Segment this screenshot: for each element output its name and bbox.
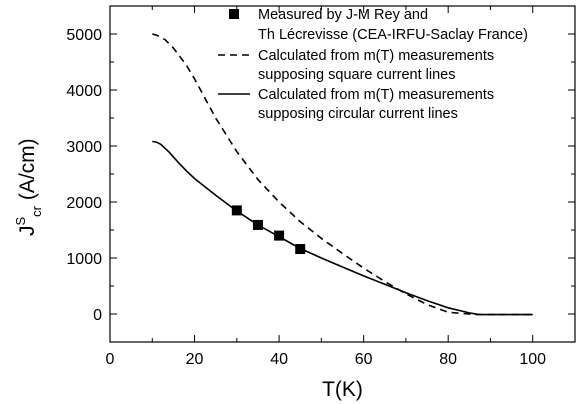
legend-label: Calculated from m(T) measurements: [258, 87, 494, 103]
series-line-circular: [152, 140, 533, 316]
y-axis-title-sub: cr: [29, 205, 44, 217]
y-tick-label: 2000: [66, 195, 102, 212]
y-axis-title-unit: (A/cm): [16, 138, 39, 206]
x-axis-title: T(K): [322, 378, 363, 401]
series-line-square: [152, 33, 533, 316]
legend-label: Calculated from m(T) measurements: [258, 48, 494, 64]
y-tick-label: 1000: [66, 251, 102, 268]
axis-titles: T(K) JScr (A/cm): [13, 138, 363, 401]
y-axis-title: JScr (A/cm): [13, 138, 44, 236]
legend-label-line2: supposing square current lines: [258, 67, 455, 83]
legend-marker-square: [229, 9, 239, 19]
data-point-measured: [274, 230, 285, 241]
y-tick-label: 5000: [66, 27, 102, 44]
y-tick-label: 0: [93, 307, 102, 324]
y-axis-title-sup: S: [13, 217, 28, 226]
legend-label: Measured by J-M Rey and: [258, 7, 428, 23]
legend-label-line2: Th Lécrevisse (CEA-IRFU-Saclay France): [258, 27, 528, 43]
x-tick-label: 80: [439, 351, 457, 368]
y-tick-label: 4000: [66, 83, 102, 100]
x-tick-label: 20: [186, 351, 204, 368]
x-tick-label: 60: [355, 351, 373, 368]
y-axis-title-main: J: [16, 226, 39, 237]
legend-label-line2: supposing circular current lines: [258, 106, 458, 122]
series-layer: [152, 33, 533, 316]
x-tick-label: 0: [106, 351, 115, 368]
x-tick-label: 40: [270, 351, 288, 368]
legend: Measured by J-M Rey and Th Lécrevisse (CE…: [218, 7, 528, 122]
x-tick-label: 100: [519, 351, 546, 368]
y-tick-label: 3000: [66, 139, 102, 156]
